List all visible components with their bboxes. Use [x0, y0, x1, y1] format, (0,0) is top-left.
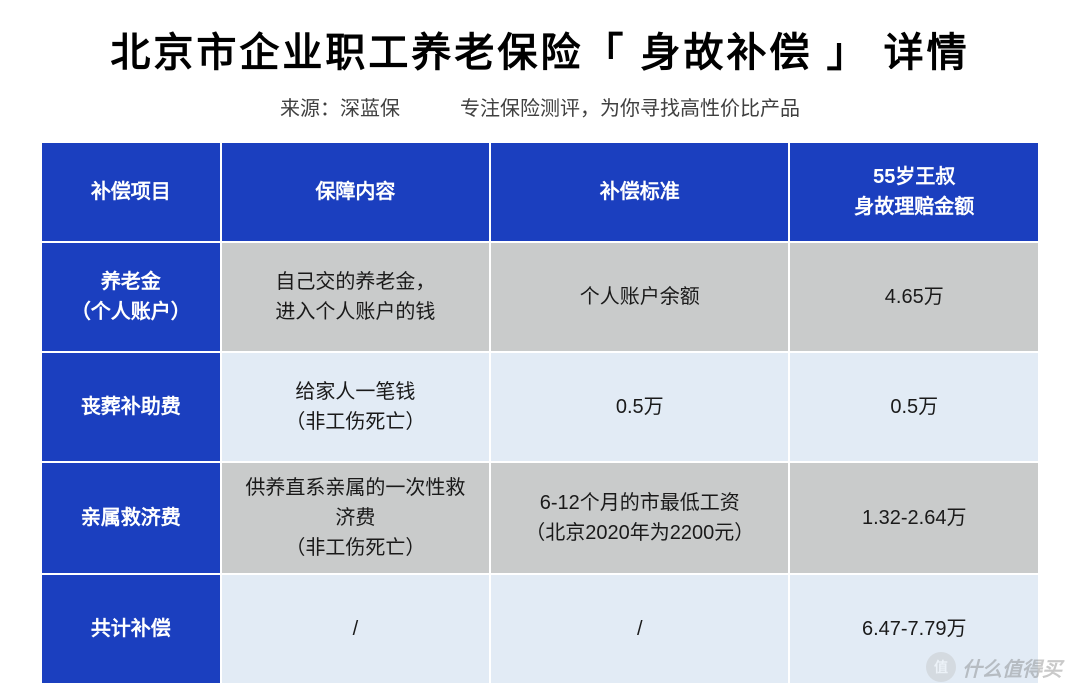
watermark-text: 什么值得买 — [962, 653, 1062, 682]
cell-content: 给家人一笔钱 （非工伤死亡） — [221, 352, 490, 462]
table-header-row: 补偿项目 保障内容 补偿标准 55岁王叔 身故理赔金额 — [41, 142, 1039, 242]
col-header-content: 保障内容 — [221, 142, 490, 242]
cell-standard: 6-12个月的市最低工资 （北京2020年为2200元） — [490, 462, 789, 574]
source-text: 来源：深蓝保 — [280, 92, 400, 121]
cell-standard: 0.5万 — [490, 352, 789, 462]
col-header-standard: 补偿标准 — [490, 142, 789, 242]
row-label-relief: 亲属救济费 — [41, 462, 221, 574]
watermark: 值 什么值得买 — [926, 652, 1062, 682]
table-row: 丧葬补助费 给家人一笔钱 （非工伤死亡） 0.5万 0.5万 — [41, 352, 1039, 462]
cell-amount: 0.5万 — [789, 352, 1039, 462]
page-title: 北京市企业职工养老保险「 身故补偿 」 详情 — [110, 20, 969, 78]
table-row: 亲属救济费 供养直系亲属的一次性救 济费 （非工伤死亡） 6-12个月的市最低工… — [41, 462, 1039, 574]
cell-content: 自己交的养老金， 进入个人账户的钱 — [221, 242, 490, 352]
slogan-text: 专注保险测评，为你寻找高性价比产品 — [460, 92, 800, 121]
cell-content: 供养直系亲属的一次性救 济费 （非工伤死亡） — [221, 462, 490, 574]
row-label-total: 共计补偿 — [41, 574, 221, 684]
col-header-item: 补偿项目 — [41, 142, 221, 242]
watermark-badge-icon: 值 — [926, 652, 956, 682]
subtitle-row: 来源：深蓝保 专注保险测评，为你寻找高性价比产品 — [280, 92, 800, 121]
cell-amount: 4.65万 — [789, 242, 1039, 352]
table-row: 养老金 （个人账户） 自己交的养老金， 进入个人账户的钱 个人账户余额 4.65… — [41, 242, 1039, 352]
compensation-table: 补偿项目 保障内容 补偿标准 55岁王叔 身故理赔金额 养老金 （个人账户） 自… — [40, 141, 1040, 685]
cell-amount: 1.32-2.64万 — [789, 462, 1039, 574]
cell-standard: / — [490, 574, 789, 684]
table-row: 共计补偿 / / 6.47-7.79万 — [41, 574, 1039, 684]
row-label-funeral: 丧葬补助费 — [41, 352, 221, 462]
col-header-amount: 55岁王叔 身故理赔金额 — [789, 142, 1039, 242]
cell-standard: 个人账户余额 — [490, 242, 789, 352]
row-label-pension: 养老金 （个人账户） — [41, 242, 221, 352]
cell-content: / — [221, 574, 490, 684]
